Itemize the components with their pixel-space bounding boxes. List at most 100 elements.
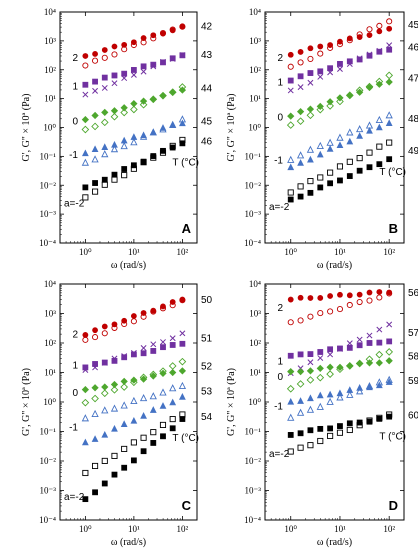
y-tick-label: 10⁻² (245, 456, 262, 466)
gpp-point (386, 18, 393, 25)
y-tick-label: 10² (249, 338, 261, 348)
gp-point (317, 295, 324, 301)
gpp-point (327, 351, 334, 358)
y-tick-label: 10⁴ (249, 279, 261, 289)
y-axis-label: G', G" × 10ª (Pa) (21, 368, 32, 436)
gp-point (385, 378, 393, 385)
gpp-point (169, 384, 177, 392)
gp-point (82, 184, 89, 191)
temperature-label: 58 (408, 351, 418, 362)
gp-point (356, 342, 363, 349)
gp-point (327, 42, 334, 48)
gp-point (317, 349, 324, 355)
gp-point (385, 119, 393, 127)
gp-point (111, 140, 118, 148)
gp-point (327, 65, 334, 72)
gp-point (120, 377, 128, 385)
gpp-point (101, 54, 108, 61)
gp-point (110, 107, 119, 115)
gpp-point (297, 183, 304, 190)
gp-point (366, 289, 373, 296)
gp-point (365, 359, 374, 367)
gpp-point (307, 79, 314, 86)
temperature-label: 42 (201, 22, 213, 33)
chart-panel-C: 10⁻⁴ 10⁻³ 10⁻² 10⁻¹ 10⁰ 10¹ 10² 10³ 10⁴ 10⁰ 10¹ 10²… (21, 279, 213, 548)
gp-point (375, 359, 383, 367)
y-tick-label: 10³ (44, 36, 56, 46)
gp-point (81, 115, 89, 124)
gpp-point (92, 462, 99, 470)
gp-point (101, 108, 109, 116)
x-tick-label: 10² (383, 247, 395, 257)
gp-point (121, 317, 128, 324)
gp-point (316, 364, 324, 373)
gpp-point (296, 151, 305, 159)
gp-point (296, 368, 305, 376)
gp-point (111, 321, 118, 328)
gpp-point (120, 401, 128, 409)
shift-label: 2 (277, 53, 283, 64)
y-tick-label: 10⁻³ (40, 209, 57, 219)
y-tick-label: 10⁻¹ (245, 427, 262, 437)
gpp-point (286, 121, 295, 129)
gp-point (337, 61, 343, 67)
series-T44 (81, 83, 187, 134)
gp-point (178, 86, 187, 94)
gpp-point (306, 405, 315, 413)
gpp-point (346, 128, 354, 136)
gpp-point (386, 139, 393, 146)
gp-point (327, 346, 334, 353)
x-tick-label: 10⁰ (284, 524, 297, 534)
gp-point (337, 423, 343, 429)
gp-point (150, 153, 157, 159)
gp-point (179, 23, 186, 30)
gp-point (376, 289, 383, 295)
gp-point (169, 121, 177, 128)
gp-point (297, 294, 304, 301)
gp-point (316, 391, 324, 399)
gpp-point (110, 145, 119, 153)
y-tick-label: 10⁻⁴ (39, 238, 56, 248)
gpp-point (297, 444, 304, 451)
gp-point (307, 189, 314, 196)
gpp-point (356, 336, 363, 343)
gp-point (159, 124, 167, 131)
gpp-point (316, 373, 325, 382)
y-tick-label: 10⁻⁴ (244, 515, 261, 525)
gp-point (327, 180, 334, 187)
gpp-point (307, 359, 314, 366)
gpp-point (100, 118, 109, 127)
gp-point (130, 416, 138, 424)
gp-point (92, 327, 98, 334)
shift-label: -1 (69, 150, 78, 161)
gp-point (327, 293, 334, 299)
gp-point (366, 164, 373, 171)
shift-label: a=-2 (269, 202, 290, 213)
gp-point (110, 380, 119, 389)
gp-point (111, 43, 118, 50)
gpp-point (356, 387, 364, 395)
gp-point (101, 143, 109, 150)
gpp-point (91, 409, 99, 417)
temperature-label: 46 (201, 137, 213, 148)
gp-point (326, 145, 334, 152)
gpp-point (168, 362, 177, 370)
gp-point (92, 51, 98, 57)
gp-point (376, 415, 383, 422)
gpp-point (81, 158, 90, 166)
y-tick-label: 10⁻⁴ (39, 515, 56, 525)
gpp-point (287, 87, 294, 94)
gp-point (140, 63, 147, 70)
gpp-point (375, 350, 384, 359)
temperature-label: 45 (201, 116, 213, 127)
gp-point (376, 48, 383, 55)
shift-label: -1 (274, 156, 283, 167)
temperature-label: 57 (408, 328, 418, 339)
gp-point (169, 55, 176, 62)
gp-point (160, 433, 166, 440)
temperature-axis-label: T (°C) (379, 167, 406, 178)
gp-point (150, 307, 157, 314)
gp-point (366, 340, 373, 346)
gpp-point (346, 158, 353, 165)
x-axis-label: ω (rad/s) (111, 260, 146, 271)
